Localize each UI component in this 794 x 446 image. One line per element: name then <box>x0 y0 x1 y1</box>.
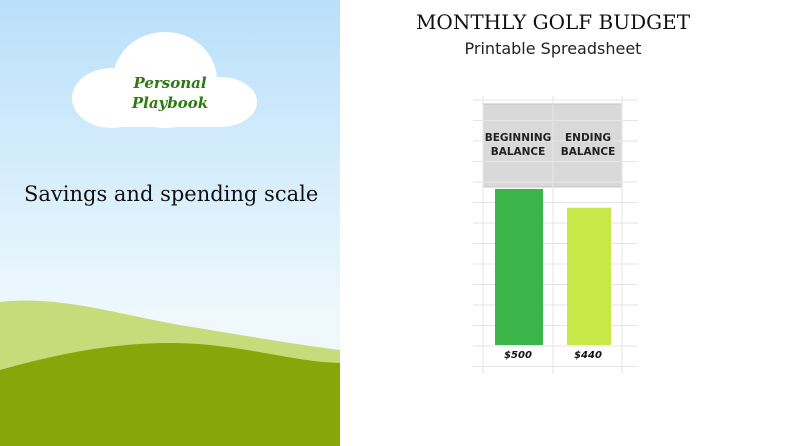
bar <box>567 207 611 345</box>
chart-title: MONTHLY GOLF BUDGET <box>416 10 691 34</box>
chart-subtitle: Printable Spreadsheet <box>465 39 642 58</box>
spreadsheet <box>473 96 638 374</box>
value-label: $500 <box>504 350 532 361</box>
caption: Savings and spending scale <box>24 182 318 206</box>
category-box: ENDING BALANCE <box>560 132 616 158</box>
hill-front <box>0 342 340 446</box>
value-label: $440 <box>574 350 602 361</box>
category-label: ENDING BALANCE <box>560 132 616 158</box>
badge: Personal Playbook <box>131 74 209 112</box>
category-label: BEGINNING BALANCE <box>484 132 552 158</box>
category-box: BEGINNING BALANCE <box>484 132 552 158</box>
cloud <box>72 32 257 128</box>
bar <box>495 189 543 345</box>
badge-box: Personal Playbook <box>131 74 209 112</box>
